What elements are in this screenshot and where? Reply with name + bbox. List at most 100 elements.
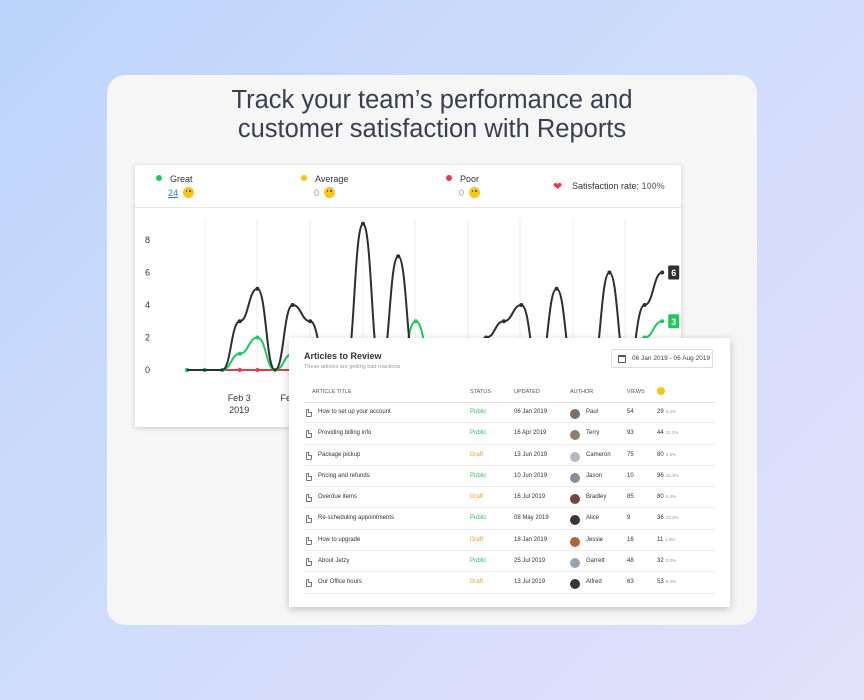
headline: Track your team’s performance and custom… — [0, 86, 864, 144]
satisfaction-label: Satisfaction rate: — [572, 181, 640, 191]
updated-date: 06 Jan 2019 — [514, 409, 548, 415]
table-row[interactable]: Providing billing info Public 16 Apr 2019 T… — [304, 423, 714, 445]
views-count: 9 — [627, 515, 631, 522]
frown-face-icon — [468, 187, 480, 198]
x-tick-sublabel: 2019 — [229, 405, 249, 415]
headline-line-1: Track your team’s performance and — [231, 86, 633, 114]
updated-date: 13 Jun 2019 — [514, 451, 548, 458]
table-row[interactable]: How to set up your account Public 06 Jan 2… — [304, 402, 714, 424]
author-name: Cameron — [586, 451, 611, 458]
views-count: 85 — [627, 494, 634, 501]
col-smile-icon[interactable] — [657, 387, 665, 395]
updated-date: 16 Jul 2019 — [514, 494, 546, 501]
date-range-picker[interactable]: 06 Jan 2019 - 06 Aug 2019 — [611, 349, 713, 368]
status-badge: Draft — [470, 579, 484, 586]
status-badge: Public — [470, 515, 487, 522]
average-dot — [301, 175, 307, 181]
table-row[interactable]: Overdue items Draft 16 Jul 2019 Bradley 85 80… — [304, 487, 714, 509]
article-title-link[interactable]: How to set up your account — [318, 409, 391, 415]
views-count: 63 — [627, 579, 634, 586]
avatar — [570, 451, 580, 462]
headline-line-2: customer satisfaction with Reports — [237, 115, 627, 143]
poor-count: 0 — [459, 188, 465, 198]
document-icon — [306, 515, 312, 524]
data-point — [290, 303, 295, 307]
article-title-link[interactable]: About Jetzy — [318, 558, 350, 565]
data-point — [413, 319, 418, 324]
data-point — [361, 221, 365, 226]
articles-title: Articles to Review — [304, 351, 382, 361]
legend-great[interactable]: Great 24 — [156, 174, 194, 198]
col-status[interactable]: STATUS — [470, 389, 491, 395]
data-point — [519, 303, 524, 307]
y-tick-label: 0 — [145, 365, 150, 375]
table-row[interactable]: Pricing and refunds Public 10 Jun 2019 Jaso… — [304, 466, 714, 488]
great-count[interactable]: 24 — [168, 188, 179, 198]
neutral-face-icon — [323, 187, 335, 198]
article-title-link[interactable]: Overdue items — [318, 494, 358, 501]
data-point — [255, 368, 260, 372]
avatar — [570, 430, 580, 441]
satisfaction-value: 100% — [641, 181, 665, 191]
smile-percent: 3.0% — [665, 558, 676, 564]
y-tick-label: 4 — [145, 300, 150, 310]
document-icon — [306, 494, 312, 503]
col-updated[interactable]: UPDATED — [514, 389, 540, 395]
table-row[interactable]: How to upgrade Draft 18 Jan 2019 Jessie 16 11… — [304, 530, 714, 552]
document-icon — [306, 430, 312, 439]
article-title-link[interactable]: Re-scheduling appointments — [318, 515, 395, 522]
legend-average[interactable]: Average 0 — [301, 174, 348, 198]
updated-date: 08 May 2019 — [514, 515, 549, 522]
table-row[interactable]: Re-scheduling appointments Public 08 May 2… — [304, 508, 714, 530]
status-badge: Public — [470, 430, 487, 437]
avatar — [570, 558, 580, 569]
updated-date: 25 Jul 2019 — [514, 558, 546, 565]
data-point — [396, 254, 401, 259]
updated-date: 13 Jul 2019 — [514, 579, 546, 586]
updated-date: 16 Apr 2019 — [514, 430, 547, 437]
legend-great-label: Great — [170, 174, 193, 184]
end-value-label: 3 — [671, 317, 676, 327]
table-row[interactable]: Our Office hours Draft 13 Jul 2019 Alfred 63… — [304, 572, 714, 594]
status-badge: Public — [470, 558, 487, 565]
satisfaction-legend: Great 24 Average 0 Poor 0 ❤ Satisfaction… — [135, 165, 681, 208]
articles-table-body: How to set up your account Public 06 Jan 2… — [304, 402, 714, 594]
article-title-link[interactable]: Our Office hours — [318, 579, 362, 586]
y-tick-label: 6 — [145, 268, 150, 278]
smile-percent: 13.3% — [665, 515, 679, 521]
legend-poor[interactable]: Poor 0 — [446, 174, 480, 198]
smile-count: 11 1.9% — [657, 536, 676, 543]
articles-table-header: ARTICLE TITLE STATUS UPDATED AUTHOR VIEW… — [304, 387, 714, 403]
document-icon — [306, 579, 312, 588]
col-title[interactable]: ARTICLE TITLE — [312, 389, 352, 395]
document-icon — [306, 451, 312, 460]
author-name: Paul — [586, 409, 599, 415]
end-value-badge — [668, 314, 680, 329]
author-name: Jessie — [586, 536, 604, 543]
smile-icon — [182, 187, 194, 198]
calendar-icon — [618, 355, 626, 363]
y-tick-label: 8 — [145, 235, 150, 245]
satisfaction-rate: Satisfaction rate: 100% — [572, 181, 665, 191]
status-badge: Public — [470, 472, 487, 479]
article-title-link[interactable]: Package pickup — [318, 451, 361, 458]
avatar — [570, 494, 580, 505]
avatar — [570, 515, 580, 526]
document-icon — [306, 558, 312, 567]
document-icon — [306, 536, 312, 545]
article-title-link[interactable]: Providing billing info — [318, 430, 372, 437]
data-point — [660, 270, 665, 275]
data-point — [607, 270, 612, 275]
article-title-link[interactable]: How to upgrade — [318, 536, 361, 543]
data-point — [237, 351, 242, 356]
table-row[interactable]: Package pickup Draft 13 Jun 2019 Cameron 75 8… — [304, 445, 714, 466]
smile-count: 80 3.5% — [657, 451, 676, 458]
average-count: 0 — [314, 188, 320, 198]
author-name: Bradley — [586, 494, 607, 501]
article-title-link[interactable]: Pricing and refunds — [318, 472, 370, 479]
author-name: Alice — [586, 515, 600, 522]
col-views[interactable]: VIEWS — [627, 389, 645, 395]
table-row[interactable]: About Jetzy Public 25 Jul 2019 Garrett 48 32 3… — [304, 551, 714, 573]
col-author[interactable]: AUTHOR — [570, 389, 594, 395]
data-point — [255, 286, 260, 291]
